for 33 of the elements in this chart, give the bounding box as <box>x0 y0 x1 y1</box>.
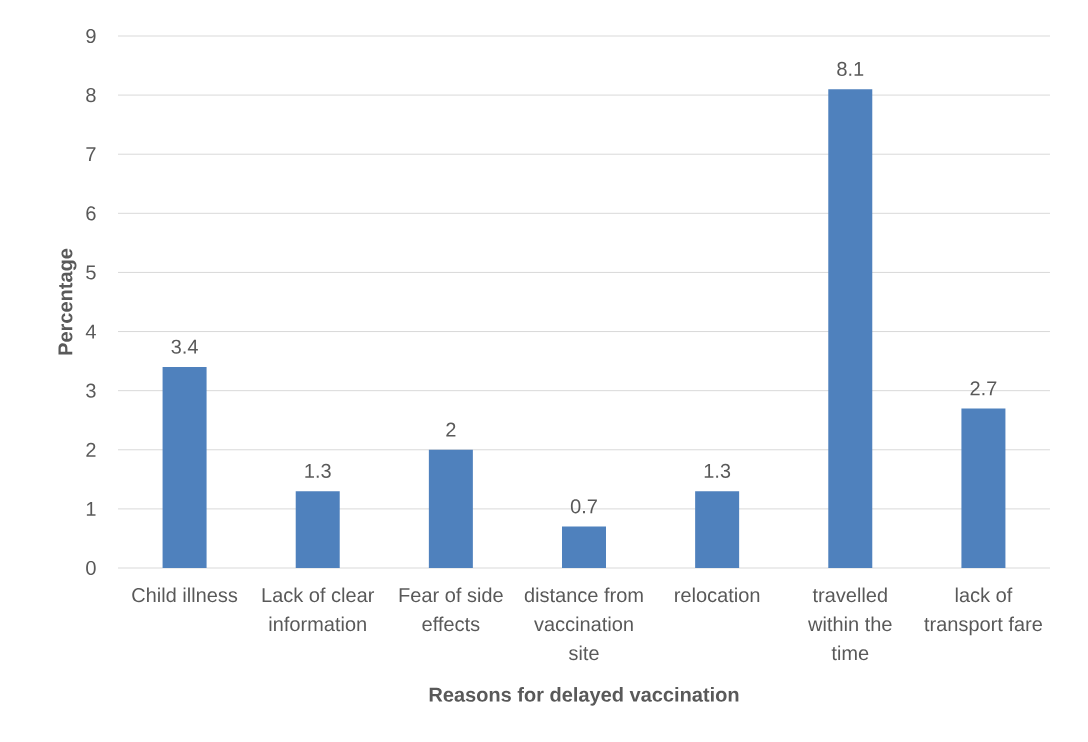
y-axis-title: Percentage <box>58 248 77 355</box>
data-label: 0.7 <box>570 499 597 514</box>
y-tick-label: 2 <box>86 442 96 457</box>
data-label: 3.4 <box>171 339 198 354</box>
y-tick-label: 5 <box>86 265 96 280</box>
data-label: 2 <box>446 422 456 437</box>
bar <box>295 491 340 568</box>
x-tick-label: relocation <box>675 587 760 603</box>
x-tick-label: distance from vaccination site <box>524 587 643 661</box>
bar <box>961 408 1006 568</box>
x-tick-label: Fear of side effects <box>399 587 503 632</box>
bar <box>428 449 473 568</box>
y-tick-label: 8 <box>86 88 96 103</box>
y-tick-label: 3 <box>86 383 96 398</box>
x-tick-label: lack of transport fare <box>924 587 1042 636</box>
x-tick-label: travelled within the time <box>808 587 892 661</box>
y-tick-label: 6 <box>86 206 96 221</box>
bar <box>162 367 207 568</box>
data-label: 1.3 <box>704 463 731 478</box>
x-tick-label: Lack of clear information <box>262 587 375 632</box>
data-label: 1.3 <box>305 463 331 478</box>
y-tick-label: 9 <box>86 28 96 44</box>
data-label: 8.1 <box>837 61 864 76</box>
x-axis-title: Reasons for delayed vaccination <box>429 687 739 706</box>
x-tick-label: Child illness <box>132 587 238 603</box>
bar <box>562 526 606 568</box>
data-label: 2.7 <box>970 381 997 396</box>
y-tick-label: 7 <box>86 147 96 162</box>
y-tick-label: 4 <box>85 324 96 339</box>
y-tick-label: 0 <box>86 560 96 576</box>
y-tick-label: 1 <box>86 502 96 516</box>
bar <box>695 491 740 568</box>
bar <box>828 89 873 568</box>
